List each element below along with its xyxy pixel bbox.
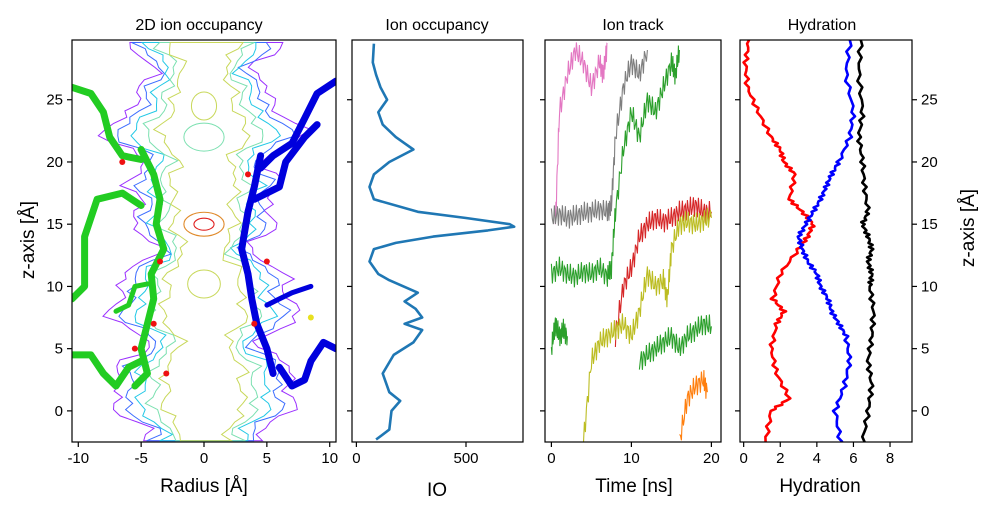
- protein-left-backbone: [131, 146, 168, 390]
- y-axis-label-left: z-axis [Å]: [18, 201, 39, 279]
- protein-atom: [245, 171, 251, 178]
- x-tick-label: 0: [547, 450, 555, 467]
- x-axis-label-hydration: Hydration: [779, 476, 860, 497]
- ion-track-plot: [550, 42, 712, 442]
- panel-title-2d-occupancy: 2D ion occupancy: [135, 17, 262, 34]
- protein-left-bottom: [72, 351, 145, 390]
- contour-island-1: [190, 91, 218, 121]
- protein-right-bottom: [275, 338, 336, 390]
- x-tick-label: 6: [849, 450, 857, 467]
- protein-atom: [307, 314, 314, 321]
- protein-atom: [150, 320, 157, 327]
- panel-title-ion-track: Ion track: [602, 17, 664, 34]
- protein-atom: [263, 258, 270, 265]
- y-axis-label-right: z-axis [Å]: [958, 189, 979, 267]
- contour-level-1: [117, 42, 297, 442]
- x-tick-label: 500: [453, 450, 478, 467]
- contour-level-4: [152, 42, 251, 442]
- ion-trace-5: [614, 196, 712, 348]
- ion-trace-6: [582, 208, 712, 442]
- panel-frame-track: [544, 39, 722, 443]
- x-tick-label: 0: [352, 450, 360, 467]
- x-tick-label: 10: [623, 450, 640, 467]
- y-tick-label-left: 0: [55, 403, 63, 420]
- protein-atom: [163, 370, 170, 377]
- y-tick-label-left: 20: [46, 154, 63, 171]
- hydration-line-1: [796, 40, 857, 442]
- ion-trace-1: [550, 49, 648, 229]
- x-axis-label-io: IO: [427, 480, 447, 501]
- panel-title-ion-occupancy: Ion occupancy: [385, 17, 488, 34]
- protein-right-side: [264, 283, 314, 308]
- y-tick-label-right: 0: [921, 403, 929, 420]
- y-tick-label-left: 15: [46, 216, 63, 233]
- contour-level-0: [97, 42, 313, 442]
- contour-island-0: [187, 269, 221, 299]
- protein-right-top: [257, 77, 336, 172]
- io-plot: [368, 43, 516, 441]
- y-tick-label-left: 5: [55, 341, 63, 358]
- hydration-line-0: [742, 40, 816, 442]
- protein-atom: [157, 258, 163, 265]
- protein-left-loop: [72, 189, 145, 303]
- panel-frame-hydration: [739, 39, 913, 443]
- protein-right-backbone: [238, 152, 277, 377]
- x-tick-label: -5: [134, 450, 147, 467]
- x-tick-label: 4: [813, 450, 821, 467]
- ion-trace-3: [550, 317, 568, 355]
- protein-atom: [119, 158, 126, 165]
- x-tick-label: 2: [776, 450, 784, 467]
- y-tick-label-right: 10: [921, 278, 938, 295]
- contour-level-2: [130, 42, 282, 442]
- x-tick-label: 5: [263, 450, 271, 467]
- contour-level-5: [183, 211, 225, 237]
- y-tick-label-left: 25: [46, 92, 63, 109]
- x-tick-label: 0: [200, 450, 208, 467]
- x-tick-label: 10: [321, 450, 338, 467]
- protein-right-mid: [250, 121, 321, 203]
- x-tick-label: 0: [739, 450, 747, 467]
- ion-trace-2: [550, 45, 680, 288]
- x-axis-label-radius: Radius [Å]: [160, 476, 248, 497]
- protein-left-top: [72, 83, 145, 163]
- x-tick-label: 20: [703, 450, 720, 467]
- protein-left-side: [113, 281, 150, 314]
- ion-trace-4: [638, 314, 712, 370]
- y-tick-label-right: 5: [921, 341, 929, 358]
- x-tick-label: -10: [67, 450, 89, 467]
- protein-atom: [251, 320, 258, 327]
- ion-trace-0: [554, 42, 608, 225]
- hydration-plot: [742, 40, 877, 442]
- contour-level-6: [193, 217, 215, 231]
- axis-ticks: -10 -5 0 5 10 0 500 0 10 20 0 2 4 6 8 0 0 5 5 10 10 15 15 20 20 2…: [46, 92, 937, 467]
- ion-trace-7: [679, 370, 708, 441]
- occupancy-map: [72, 42, 336, 442]
- x-tick-label: 8: [886, 450, 894, 467]
- y-tick-label-right: 25: [921, 92, 938, 109]
- y-tick-label-right: 15: [921, 216, 938, 233]
- io-line: [368, 43, 516, 441]
- panel-title-hydration: Hydration: [788, 17, 856, 34]
- hydration-line-2: [856, 40, 877, 442]
- protein-atom: [131, 345, 138, 352]
- y-tick-label-left: 10: [46, 278, 63, 295]
- y-tick-label-right: 20: [921, 154, 938, 171]
- contour-island-2: [183, 122, 225, 152]
- x-axis-label-time: Time [ns]: [595, 476, 672, 497]
- panel-frame-io: [351, 39, 524, 443]
